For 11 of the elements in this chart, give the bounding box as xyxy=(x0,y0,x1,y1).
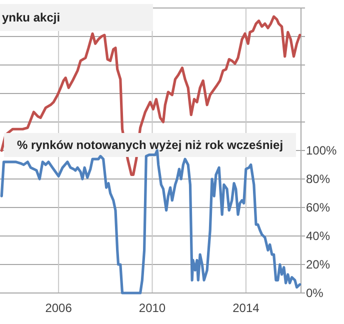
annotation: % rynków notowanych wyżej niż rok wcześniej xyxy=(16,138,284,152)
y-tick-label: 20% xyxy=(306,258,330,272)
y-tick-label: 60% xyxy=(306,200,330,215)
y-tick-label: 100% xyxy=(306,144,338,158)
y-tick-label: 80% xyxy=(306,172,330,186)
y-tick-label: 40% xyxy=(306,229,330,244)
annotation: ynku akcji xyxy=(2,10,60,25)
x-tick-label: 2006 xyxy=(45,301,72,315)
y-tick-label: 0% xyxy=(306,286,324,300)
x-tick-label: 2014 xyxy=(232,301,260,315)
x-tick-label: 2010 xyxy=(138,301,166,315)
